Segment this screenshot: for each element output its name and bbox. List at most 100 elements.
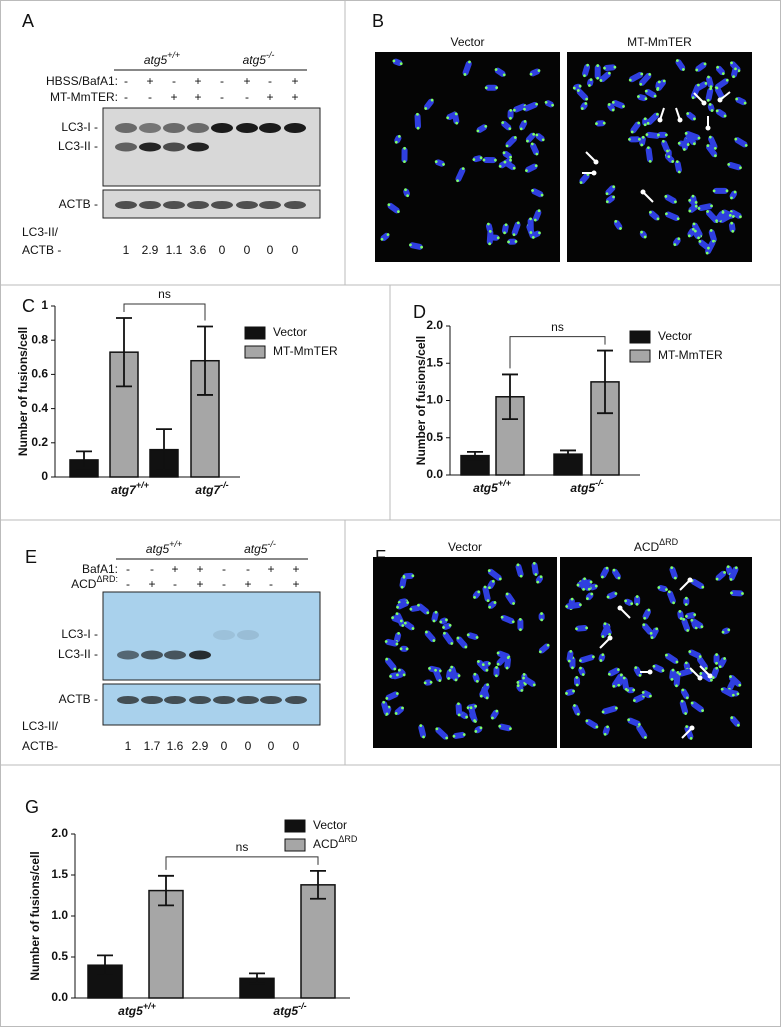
chromosome bbox=[642, 623, 653, 635]
ratio-value: 2.9 bbox=[192, 739, 209, 753]
telomere bbox=[457, 674, 461, 678]
telomere bbox=[488, 229, 492, 233]
telomere bbox=[743, 101, 747, 105]
band bbox=[211, 201, 233, 209]
telomere bbox=[622, 105, 625, 108]
telomere bbox=[486, 599, 490, 603]
chromosome bbox=[455, 702, 463, 716]
telomere bbox=[600, 575, 604, 579]
significance-bracket bbox=[165, 856, 319, 870]
telomere bbox=[505, 592, 509, 596]
telomere bbox=[671, 160, 675, 163]
chromosome bbox=[527, 217, 534, 234]
chromosome bbox=[389, 672, 399, 679]
telomere bbox=[729, 578, 733, 581]
chromosome bbox=[385, 638, 399, 647]
chromosome bbox=[688, 649, 702, 659]
telomere bbox=[464, 645, 468, 649]
telomere bbox=[572, 86, 576, 90]
telomere bbox=[692, 142, 696, 146]
chromosome bbox=[396, 600, 409, 610]
telomere bbox=[424, 630, 428, 634]
chromosome bbox=[729, 61, 741, 73]
telomere bbox=[522, 673, 526, 676]
chromosome bbox=[639, 72, 652, 86]
chromosome bbox=[505, 592, 516, 605]
y-tick-label: 1.5 bbox=[426, 355, 443, 369]
telomere bbox=[475, 679, 479, 683]
telomere bbox=[385, 696, 389, 700]
telomere bbox=[685, 696, 689, 700]
telomere bbox=[677, 141, 681, 145]
telomere bbox=[403, 621, 407, 625]
telomere bbox=[411, 627, 415, 630]
significance-label: ns bbox=[236, 840, 249, 854]
chromosome bbox=[530, 142, 540, 156]
band bbox=[259, 123, 281, 133]
legend-swatch bbox=[244, 345, 266, 359]
chromosome bbox=[657, 131, 668, 138]
y-tick-label: 0.0 bbox=[426, 467, 443, 481]
chromosome bbox=[645, 89, 657, 99]
telomere bbox=[643, 616, 647, 620]
telomere bbox=[509, 727, 512, 731]
treatment-sign: + bbox=[291, 74, 298, 88]
ratio-value: 3.6 bbox=[190, 243, 207, 257]
telomere bbox=[644, 89, 648, 93]
telomere bbox=[627, 718, 631, 722]
chromosome bbox=[505, 135, 517, 148]
telomere bbox=[677, 237, 681, 241]
chromosome bbox=[728, 222, 736, 233]
telomere bbox=[567, 659, 571, 663]
telomere bbox=[665, 588, 668, 591]
chromosome bbox=[414, 113, 422, 130]
telomere bbox=[523, 107, 526, 111]
telomere bbox=[494, 674, 498, 678]
chromosome bbox=[455, 167, 466, 182]
arrow-head bbox=[705, 125, 711, 131]
chromosome bbox=[579, 654, 595, 664]
telomere bbox=[649, 210, 652, 214]
chromosome bbox=[579, 172, 590, 185]
telomere bbox=[682, 617, 686, 621]
panel-letter: A bbox=[22, 11, 34, 31]
telomere bbox=[599, 79, 603, 82]
chromosome bbox=[719, 213, 732, 224]
chromosome bbox=[600, 566, 610, 579]
telomere bbox=[716, 65, 720, 69]
telomere bbox=[704, 667, 708, 670]
telomere bbox=[671, 668, 675, 672]
telomere bbox=[395, 642, 399, 646]
chromosome bbox=[504, 656, 511, 670]
telomere bbox=[739, 166, 742, 170]
telomere bbox=[723, 114, 727, 118]
y-tick-label: 0.2 bbox=[31, 435, 48, 449]
arrow-head bbox=[701, 100, 707, 106]
legend-label: ACDΔRD bbox=[313, 834, 358, 851]
telomere bbox=[442, 626, 445, 629]
telomere bbox=[645, 133, 649, 137]
telomere bbox=[532, 132, 536, 136]
chromosome bbox=[385, 691, 399, 701]
telomere bbox=[684, 712, 688, 715]
telomere bbox=[529, 72, 533, 76]
telomere bbox=[502, 151, 506, 155]
treatment-sign: + bbox=[291, 90, 298, 104]
chromosome bbox=[573, 676, 581, 687]
telomere bbox=[509, 116, 512, 120]
chromosome bbox=[423, 98, 434, 110]
telomere bbox=[676, 217, 680, 221]
telomere bbox=[487, 662, 491, 665]
telomere bbox=[721, 210, 725, 214]
chromosome bbox=[667, 590, 676, 604]
arrow-head bbox=[647, 669, 653, 675]
chromosome bbox=[487, 568, 502, 581]
telomere bbox=[551, 103, 555, 107]
chromosome bbox=[595, 120, 606, 127]
telomere bbox=[664, 212, 668, 216]
row-label: MT-MmTER: bbox=[50, 90, 118, 104]
chromosome bbox=[409, 242, 423, 250]
telomere bbox=[488, 605, 491, 609]
telomere bbox=[595, 122, 598, 126]
telomere bbox=[674, 200, 677, 204]
